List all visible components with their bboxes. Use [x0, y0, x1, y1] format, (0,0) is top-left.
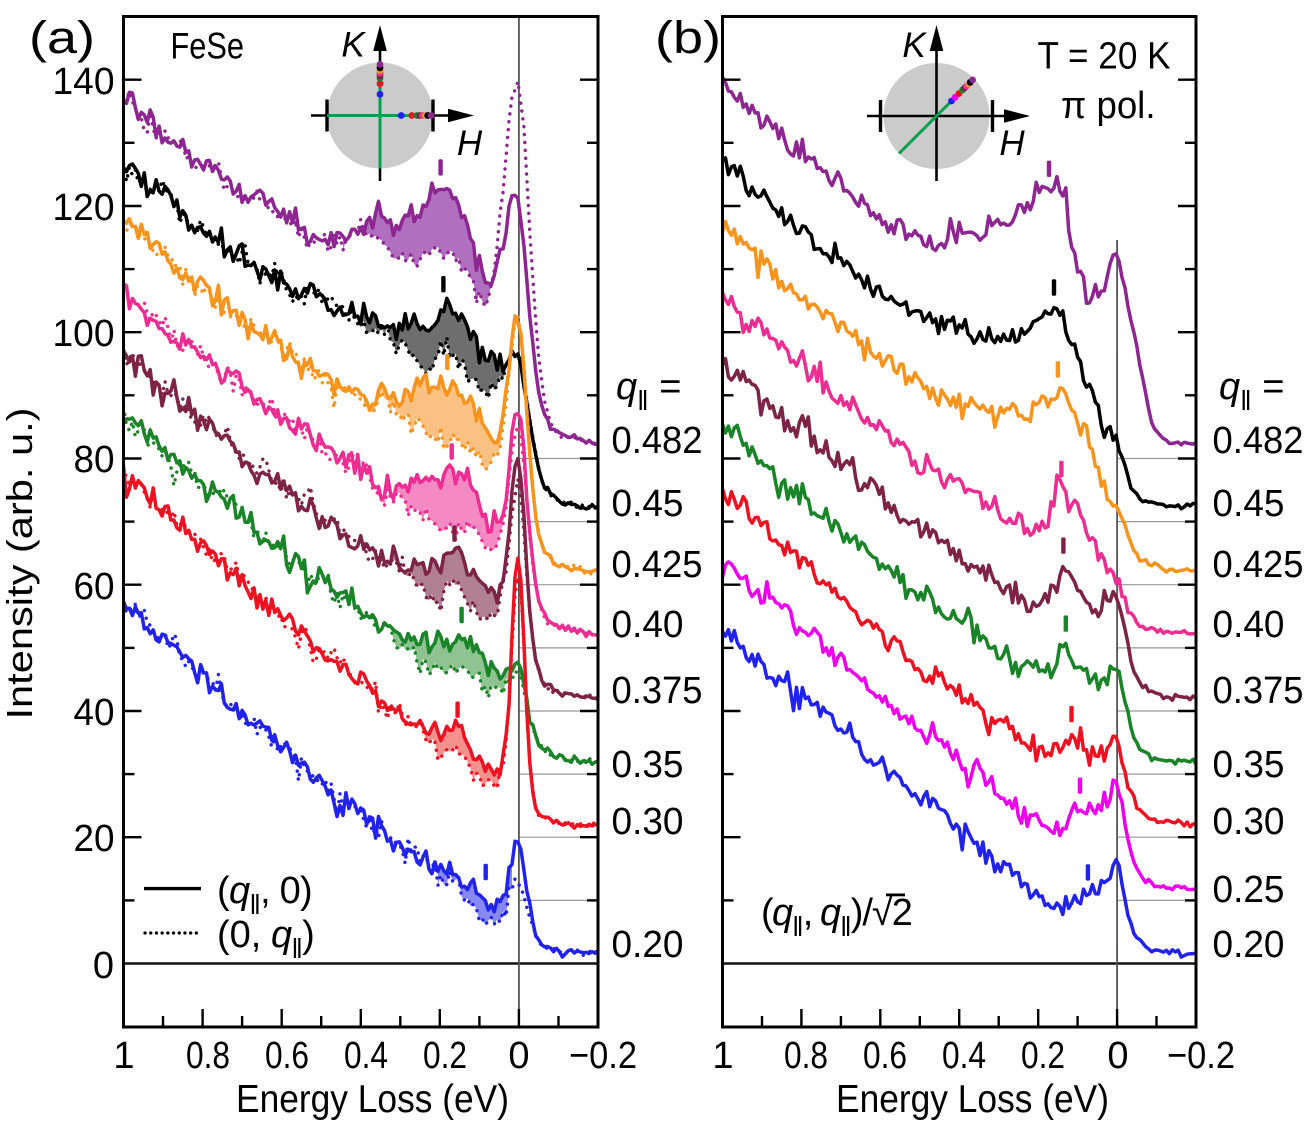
- svg-text:100: 100: [53, 313, 115, 355]
- svg-text:0.30: 0.30: [1213, 801, 1285, 843]
- svg-text:0.2: 0.2: [1021, 1035, 1065, 1077]
- svg-text:60: 60: [74, 566, 115, 608]
- svg-text:0: 0: [1107, 1035, 1128, 1077]
- svg-text:−0.2: −0.2: [1167, 1035, 1235, 1077]
- svg-text:(a): (a): [29, 12, 95, 63]
- svg-text:0.425: 0.425: [1213, 544, 1304, 586]
- svg-text:0.8: 0.8: [784, 1035, 828, 1077]
- svg-text:q‖​): q‖​): [271, 914, 314, 964]
- svg-text:q‖​ =: q‖​ =: [616, 366, 681, 416]
- svg-text:0.482: 0.482: [612, 420, 703, 462]
- svg-text:0.4: 0.4: [942, 1035, 986, 1077]
- svg-text:0.425: 0.425: [612, 544, 703, 586]
- svg-text:0.35: 0.35: [1213, 744, 1285, 786]
- svg-text:0.6: 0.6: [265, 1035, 309, 1077]
- svg-text:0.2: 0.2: [423, 1035, 467, 1077]
- svg-text:0.40: 0.40: [1213, 604, 1285, 646]
- svg-text:0.25: 0.25: [1213, 869, 1285, 911]
- svg-text:FeSe: FeSe: [171, 26, 245, 67]
- svg-text:Intensity (arb. u.): Intensity (arb. u.): [0, 408, 40, 720]
- svg-text:0.8: 0.8: [186, 1035, 230, 1077]
- svg-text:T = 20 K: T = 20 K: [1038, 36, 1171, 78]
- svg-text:Energy Loss (eV): Energy Loss (eV): [236, 1078, 509, 1121]
- svg-text:(: (: [761, 892, 774, 934]
- svg-text:0.45: 0.45: [1213, 483, 1285, 525]
- svg-text:q‖​,: q‖​,: [772, 892, 812, 942]
- svg-text:140: 140: [53, 61, 115, 103]
- svg-text:K: K: [341, 26, 366, 65]
- svg-text:q‖​)/√2: q‖​)/√2: [820, 892, 912, 942]
- svg-text:120: 120: [53, 187, 115, 229]
- svg-text:80: 80: [74, 439, 115, 481]
- svg-text:q‖​ =: q‖​ =: [1219, 366, 1284, 416]
- svg-text:0.40: 0.40: [612, 604, 684, 646]
- svg-text:K: K: [902, 26, 927, 65]
- svg-text:(0,: (0,: [217, 914, 261, 956]
- svg-text:40: 40: [74, 692, 115, 734]
- svg-text:0.6: 0.6: [863, 1035, 907, 1077]
- svg-text:q‖​, 0): q‖​, 0): [229, 870, 312, 920]
- svg-text:(b): (b): [655, 12, 721, 63]
- svg-text:20: 20: [74, 818, 115, 860]
- svg-text:0.20: 0.20: [1213, 924, 1285, 966]
- svg-text:H: H: [457, 124, 483, 163]
- svg-text:0.20: 0.20: [612, 924, 684, 966]
- svg-text:0.45: 0.45: [612, 483, 684, 525]
- svg-text:0.4: 0.4: [344, 1035, 388, 1077]
- svg-text:0.375: 0.375: [612, 670, 703, 712]
- svg-text:Energy Loss (eV): Energy Loss (eV): [836, 1078, 1109, 1121]
- svg-text:0.482: 0.482: [1213, 420, 1304, 462]
- svg-text:0: 0: [93, 945, 114, 987]
- svg-text:H: H: [999, 124, 1025, 163]
- svg-text:π pol.: π pol.: [1061, 85, 1156, 127]
- svg-text:0.375: 0.375: [1213, 670, 1304, 712]
- svg-text:1: 1: [712, 1035, 733, 1077]
- svg-text:−0.2: −0.2: [569, 1035, 637, 1077]
- svg-text:1: 1: [113, 1035, 134, 1077]
- svg-text:(: (: [217, 870, 230, 912]
- svg-text:0.30: 0.30: [612, 801, 684, 843]
- svg-text:0.35: 0.35: [612, 744, 684, 786]
- svg-text:0: 0: [508, 1035, 529, 1077]
